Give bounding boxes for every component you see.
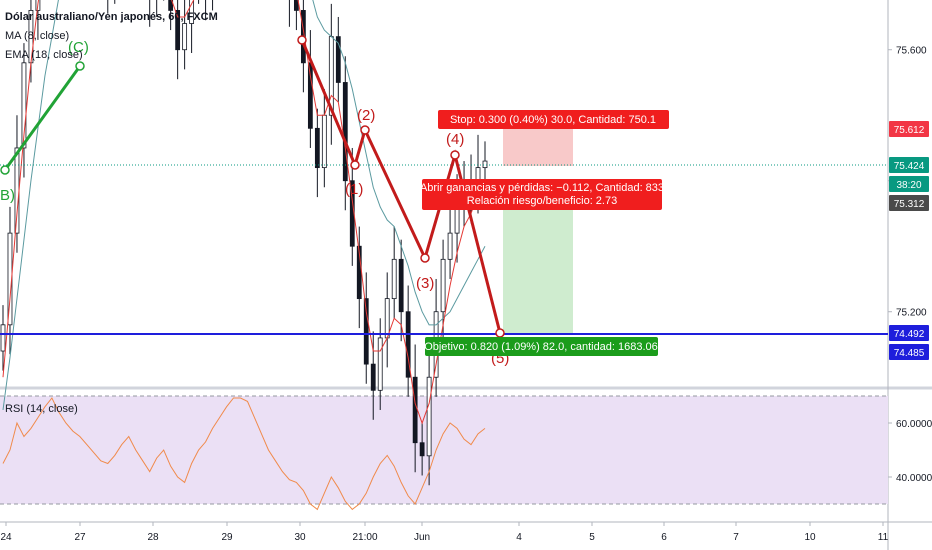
candle[interactable] (168, 0, 174, 11)
price-tag-bg (889, 157, 929, 173)
candle[interactable] (454, 206, 460, 234)
candle[interactable] (293, 0, 299, 11)
time-tick-label: 6 (661, 532, 667, 543)
stop-zone[interactable] (503, 129, 573, 166)
candle[interactable] (314, 127, 320, 169)
wave-label-1: (1) (345, 181, 363, 198)
wave-point-4[interactable] (450, 150, 460, 160)
wave-label-c: (C) (68, 39, 89, 56)
price-tag-label: 38:20 (896, 180, 921, 191)
wave-point-5[interactable] (495, 328, 505, 338)
ema-legend: EMA (18, close) (5, 49, 83, 61)
wave-label-b: B) (0, 187, 15, 204)
wave-point-start[interactable] (297, 35, 307, 45)
candle[interactable] (377, 337, 383, 391)
candle[interactable] (419, 442, 425, 457)
time-tick-label: 7 (733, 532, 739, 543)
time-tick-label: 21:00 (352, 532, 377, 543)
candle[interactable] (335, 36, 341, 83)
price-tag-label: 75.424 (894, 161, 925, 172)
time-tick-label: 5 (589, 532, 595, 543)
ma-legend: MA (8, close) (5, 30, 69, 42)
price-tag-bg (889, 121, 929, 137)
price-tag-label: 74.492 (894, 329, 925, 340)
ma-line[interactable] (2, 0, 486, 425)
candle[interactable] (482, 160, 488, 169)
rsi-legend: RSI (14, close) (5, 403, 78, 415)
price-tag-bg (889, 176, 929, 192)
risk-reward-label: Relación riesgo/beneficio: 2.73 (467, 195, 617, 207)
candle[interactable] (14, 147, 20, 234)
time-tick-label: 29 (221, 532, 233, 543)
price-tag-bg (889, 344, 929, 360)
price-tick-label: 75.200 (896, 308, 927, 319)
target-label: Objetivo: 0.820 (1.09%) 82.0, cantidad: … (424, 341, 658, 353)
stop-label-box[interactable] (438, 110, 669, 129)
candle[interactable] (426, 376, 432, 457)
price-tags: 75.612 75.424 38:20 75.312 74.492 74.485 (889, 121, 929, 360)
candle[interactable] (440, 258, 446, 313)
time-tick-label: 4 (516, 532, 522, 543)
rsi-tick-label: 60.0000 (896, 419, 932, 430)
candle[interactable] (182, 23, 188, 51)
wave-point-2[interactable] (360, 125, 370, 135)
candle[interactable] (189, 0, 195, 24)
candle[interactable] (384, 298, 390, 339)
wave-label-2: (2) (357, 107, 375, 124)
candle[interactable] (21, 62, 27, 149)
candle[interactable] (321, 114, 327, 169)
wave-label-3: (3) (416, 275, 434, 292)
wave-point-1[interactable] (350, 160, 360, 170)
stop-label: Stop: 0.300 (0.40%) 30.0, Cantidad: 750.… (450, 114, 656, 126)
rsi-axis[interactable]: 60.0000 40.0000 (888, 419, 932, 484)
time-tick-label: 24 (0, 532, 12, 543)
price-tick-label: 75.600 (896, 46, 927, 57)
pnl-label-box[interactable] (422, 179, 662, 210)
ema-line[interactable] (2, 0, 486, 411)
time-axis[interactable]: 24 27 28 29 30 21:00 Jun 4 5 6 7 10 11 (0, 522, 889, 543)
chart-title: Dólar australiano/Yen japonés, 60, FXCM (5, 11, 218, 23)
wave-point-b[interactable] (0, 165, 10, 175)
wave-line-green[interactable] (3, 65, 82, 171)
candle[interactable] (342, 82, 348, 182)
time-tick-label: Jun (414, 532, 430, 543)
rsi-line[interactable] (2, 397, 486, 511)
candle[interactable] (370, 363, 376, 391)
wave-point-c[interactable] (75, 61, 85, 71)
candle[interactable] (175, 10, 181, 51)
candle[interactable] (391, 258, 397, 300)
wave-point-3[interactable] (420, 253, 430, 263)
price-tag-bg (889, 195, 929, 211)
candle[interactable] (398, 258, 404, 313)
price-tag-label: 74.485 (894, 348, 925, 359)
rsi-band (0, 396, 888, 504)
time-tick-label: 28 (147, 532, 159, 543)
pnl-label: Abrir ganancias y pérdidas: −0.112, Cant… (420, 182, 664, 194)
price-tag-label: 75.312 (894, 199, 925, 210)
time-tick-label: 30 (294, 532, 306, 543)
rsi-tick-label: 40.0000 (896, 473, 932, 484)
price-tag-bg (889, 325, 929, 341)
candle[interactable] (412, 376, 418, 444)
candle[interactable] (405, 311, 411, 378)
candle[interactable] (363, 298, 369, 365)
target-label-box[interactable] (425, 337, 658, 356)
target-zone[interactable] (503, 203, 573, 333)
time-tick-label: 27 (74, 532, 86, 543)
time-tick-label: 11 (878, 532, 889, 543)
candle[interactable] (0, 324, 6, 352)
candle[interactable] (447, 232, 453, 260)
wave-label-4: (4) (446, 131, 464, 148)
price-tag-label: 75.612 (894, 125, 925, 136)
time-tick-label: 10 (804, 532, 816, 543)
